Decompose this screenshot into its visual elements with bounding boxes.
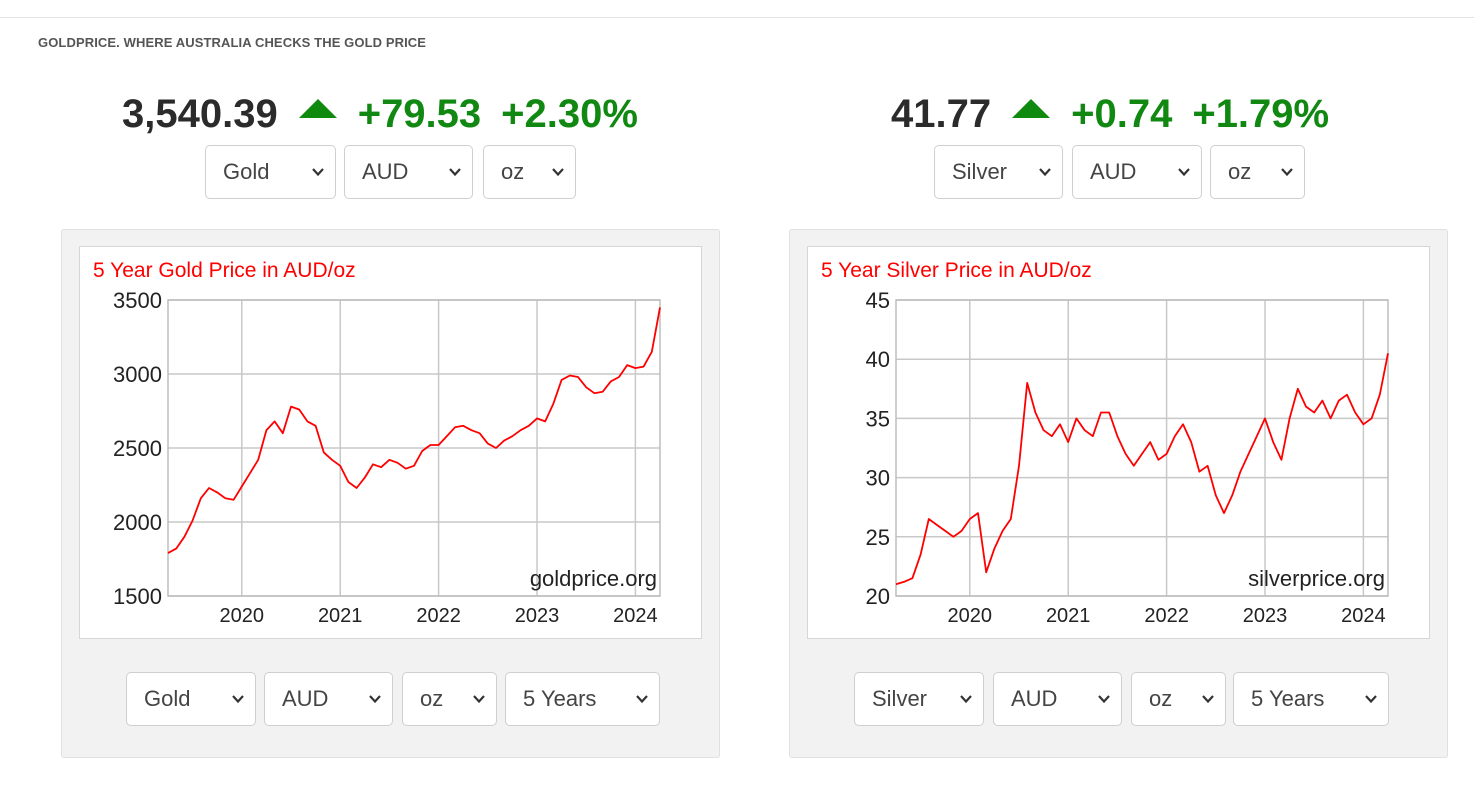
- gold-ticker: 3,540.39 +79.53 +2.30%: [122, 92, 638, 137]
- select-value: oz: [1228, 159, 1252, 184]
- gold-chart-currency-select[interactable]: AUD: [264, 672, 393, 726]
- chart-1-series-line: [895, 353, 1389, 586]
- chart-0-y-tick-label: 2500: [113, 436, 162, 461]
- chevron-down-icon: [636, 695, 648, 704]
- gold-chart-metal-select[interactable]: Gold: [126, 672, 256, 726]
- chart-0-x-tick-label: 2023: [515, 605, 560, 627]
- silver-currency-select[interactable]: AUD: [1072, 145, 1202, 199]
- gold-metal-select[interactable]: Gold: [205, 145, 336, 199]
- gold-chart-period-select[interactable]: 5 Years: [505, 672, 660, 726]
- chart-0-y-tick-label: 3500: [113, 288, 162, 313]
- silver-chart-metal-select[interactable]: Silver: [854, 672, 984, 726]
- chevron-down-icon: [1098, 695, 1110, 704]
- up-triangle-icon: [298, 99, 337, 118]
- silver-chart-period-select[interactable]: 5 Years: [1233, 672, 1389, 726]
- chevron-down-icon: [552, 168, 564, 177]
- chart-1-y-tick-label: 30: [866, 466, 890, 491]
- top-divider: [0, 17, 1474, 18]
- gold-change: +79.53: [357, 92, 482, 136]
- gold-chart-unit-select[interactable]: oz: [402, 672, 497, 726]
- chevron-down-icon: [449, 168, 461, 177]
- select-value: 5 Years: [523, 686, 597, 711]
- gold-currency-select[interactable]: AUD: [344, 145, 473, 199]
- chart-0-series-line: [167, 307, 661, 554]
- chart-0-y-tick-label: 3000: [113, 362, 162, 387]
- select-value: AUD: [362, 159, 409, 184]
- chart-1-y-tick-label: 40: [866, 347, 890, 372]
- chevron-down-icon: [1281, 168, 1293, 177]
- chart-1-watermark: silverprice.org: [1248, 566, 1385, 591]
- select-value: Silver: [952, 159, 1008, 184]
- chart-1-x-tick-label: 2022: [1144, 605, 1189, 627]
- chart-1-x-tick-label: 2021: [1046, 605, 1091, 627]
- chart-1-y-tick-label: 20: [866, 584, 890, 609]
- chevron-down-icon: [1202, 695, 1214, 704]
- select-value: AUD: [1011, 686, 1058, 711]
- chevron-down-icon: [312, 168, 324, 177]
- select-value: Silver: [872, 686, 928, 711]
- chevron-down-icon: [1178, 168, 1190, 177]
- gold-chart-svg: 5 Year Gold Price in AUD/oz 1500 2000 2500 3…: [93, 259, 661, 627]
- silver-chart: 5 Year Silver Price in AUD/oz 20 25 30 35 40 4…: [807, 246, 1430, 639]
- chevron-down-icon: [369, 695, 381, 704]
- silver-chart-unit-select[interactable]: oz: [1131, 672, 1226, 726]
- silver-unit-select[interactable]: oz: [1210, 145, 1305, 199]
- chart-0-x-tick-label: 2021: [318, 605, 363, 627]
- silver-ticker: 41.77 +0.74 +1.79%: [891, 92, 1329, 137]
- chart-1-y-tick-label: 45: [866, 288, 890, 313]
- gold-unit-select[interactable]: oz: [483, 145, 576, 199]
- chart-0-title: 5 Year Gold Price in AUD/oz: [93, 259, 356, 282]
- select-value: Gold: [144, 686, 191, 711]
- chart-0-y-tick-label: 2000: [113, 510, 162, 535]
- chart-1-plot-frame: [895, 299, 1389, 597]
- select-value: oz: [501, 159, 525, 184]
- chart-0-x-tick-label: 2024: [613, 605, 658, 627]
- chart-1-y-tick-label: 25: [866, 525, 890, 550]
- gold-percent-change: +2.30%: [501, 92, 638, 136]
- chart-0-x-tick-label: 2020: [220, 605, 264, 627]
- chart-0-x-tick-label: 2022: [416, 605, 461, 627]
- chevron-down-icon: [1039, 168, 1051, 177]
- chevron-down-icon: [232, 695, 244, 704]
- silver-price: 41.77: [891, 92, 992, 136]
- silver-chart-currency-select[interactable]: AUD: [993, 672, 1122, 726]
- select-value: AUD: [1090, 159, 1137, 184]
- silver-metal-select[interactable]: Silver: [934, 145, 1063, 199]
- select-value: AUD: [282, 686, 329, 711]
- site-tagline: GOLDPRICE. WHERE AUSTRALIA CHECKS THE GO…: [38, 35, 427, 50]
- chevron-down-icon: [960, 695, 972, 704]
- select-value: oz: [420, 686, 444, 711]
- select-value: Gold: [223, 159, 270, 184]
- chevron-down-icon: [1365, 695, 1377, 704]
- chart-1-x-tick-label: 2023: [1243, 605, 1288, 627]
- chart-1-y-tick-label: 35: [866, 406, 890, 431]
- chart-1-x-tick-label: 2020: [948, 605, 993, 627]
- silver-percent-change: +1.79%: [1192, 92, 1330, 136]
- silver-chart-svg: 5 Year Silver Price in AUD/oz 20 25 30 35 40 4…: [821, 259, 1389, 627]
- gold-chart: 5 Year Gold Price in AUD/oz 1500 2000 2500 3…: [79, 246, 702, 639]
- silver-change: +0.74: [1071, 92, 1173, 136]
- gold-price: 3,540.39: [122, 92, 278, 136]
- chart-0-watermark: goldprice.org: [530, 566, 657, 591]
- select-value: 5 Years: [1251, 686, 1325, 711]
- select-value: oz: [1149, 686, 1173, 711]
- chevron-down-icon: [473, 695, 485, 704]
- chart-0-plot-frame: [167, 299, 661, 597]
- up-triangle-icon: [1012, 99, 1051, 118]
- chart-1-title: 5 Year Silver Price in AUD/oz: [821, 259, 1092, 282]
- chart-0-y-tick-label: 1500: [113, 584, 162, 609]
- chart-1-x-tick-label: 2024: [1341, 605, 1386, 627]
